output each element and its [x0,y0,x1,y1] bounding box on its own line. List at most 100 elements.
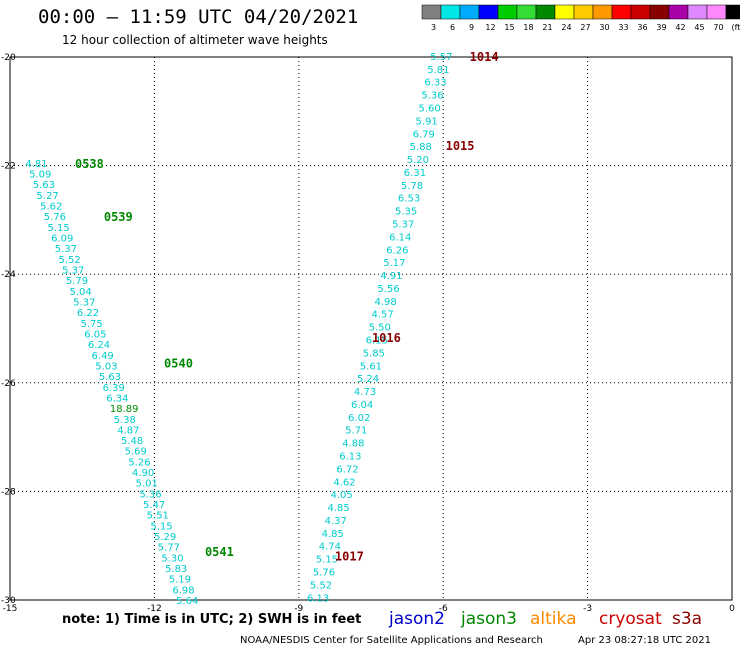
colorbar-label: 6 [450,23,455,32]
swh-value: 5.61 [360,361,382,372]
colorbar-label: (ft) [731,23,740,32]
swh-value: 5.56 [377,284,399,295]
swh-value: 4.85 [322,529,344,540]
swh-value: 5.76 [44,212,66,223]
colorbar-label: 3 [431,23,436,32]
swh-value: 4.87 [117,425,139,436]
legend-jason2: jason2 [389,609,445,629]
swh-value: 5.37 [73,297,95,308]
swh-value: 4.57 [372,310,394,321]
footer-credit: NOAA/NESDIS Center for Satellite Applica… [240,635,543,646]
swh-value: 5.37 [62,265,84,276]
swh-value: 4.74 [319,542,341,553]
colorbar-label: 39 [656,23,666,32]
colorbar-label: 9 [469,23,474,32]
chart-subtitle: 12 hour collection of altimeter wave hei… [62,33,328,47]
swh-value: 5.04 [69,287,91,298]
swh-value: 5.71 [345,426,367,437]
pass-time-label: 1014 [470,50,499,64]
swh-value: 5.27 [36,191,58,202]
swh-value: 4.91 [380,271,402,282]
swh-value: 6.15 [366,335,388,346]
swh-value: 5.36 [421,91,443,102]
pass-time-label: 0541 [205,545,234,559]
swh-value: 6.22 [77,308,99,319]
swh-value: 4.81 [25,159,47,170]
swh-value: 6.13 [307,593,329,604]
swh-value: 6.34 [106,393,128,404]
swh-value: 6.02 [348,413,370,424]
swh-value: 5.69 [125,447,147,458]
y-tick-label: -22 [1,162,16,172]
swh-value: 6.79 [413,129,435,140]
swh-value: 6.26 [386,245,408,256]
colorbar-label: 36 [637,23,647,32]
swh-value: 5.63 [99,372,121,383]
x-tick-label: -6 [439,604,448,614]
x-tick-label: -9 [294,604,303,614]
colorbar-label: 24 [561,23,571,32]
swh-value: 6.04 [351,400,373,411]
swh-value: 5.63 [33,180,55,191]
plot-frame [9,56,733,601]
y-tick-label: -30 [1,596,16,606]
swh-value: 5.37 [392,219,414,230]
swh-value: 5.24 [357,374,379,385]
pass-time-label: 1017 [335,549,364,563]
colorbar-label: 15 [504,23,514,32]
swh-value: 6.13 [339,451,361,462]
y-tick-label: -28 [1,487,16,497]
swh-value: 5.47 [143,500,165,511]
colorbar-label: 27 [580,23,590,32]
swh-value: 5.48 [121,436,143,447]
swh-value: 5.64 [176,596,198,607]
colorbar-label: 42 [675,23,685,32]
swh-value: 5.15 [150,521,172,532]
swh-value: 6.24 [88,340,110,351]
x-tick-label: -3 [583,604,592,614]
swh-value: 5.60 [418,103,440,114]
swh-value: 5.77 [158,543,180,554]
legend-cryosat: cryosat [599,609,662,629]
chart-title: 00:00 – 11:59 UTC 04/20/2021 [38,6,359,28]
swh-value: 6.05 [84,329,106,340]
swh-value: 5.62 [40,202,62,213]
swh-value: 5.03 [95,361,117,372]
swh-value: 5.38 [114,415,136,426]
swh-value: 5.37 [55,244,77,255]
swh-value: 5.78 [401,181,423,192]
swh-value: 5.51 [147,511,169,522]
swh-value: 5.75 [81,319,103,330]
colorbar-label: 70 [713,23,723,32]
swh-value: 4.37 [325,516,347,527]
swh-value: 4.98 [374,297,396,308]
swh-value: 6.98 [172,585,194,596]
colorbar-swatch [725,4,740,20]
legend-s3a: s3a [672,609,703,629]
swh-value: 5.19 [169,575,191,586]
x-tick-label: -15 [3,604,18,614]
legend-altika: altika [530,609,577,629]
pass-time-label: 1016 [372,331,401,345]
swh-value: 5.57 [430,52,452,63]
swh-value: 5.01 [136,479,158,490]
swh-value: 6.09 [51,234,73,245]
swh-value: 4.85 [328,503,350,514]
swh-value: 5.91 [416,116,438,127]
swh-value: 5.52 [58,255,80,266]
swh-value: 4.73 [354,387,376,398]
colorbar-label: 30 [599,23,609,32]
pass-time-label: 0539 [104,210,133,224]
footer-timestamp: Apr 23 08:27:18 UTC 2021 [578,635,711,646]
swh-value: 5.76 [313,568,335,579]
swh-value: 5.50 [369,323,391,334]
swh-value: 5.29 [154,532,176,543]
swh-value: 5.52 [310,580,332,591]
swh-value: 5.35 [395,207,417,218]
pass-time-label: 0538 [75,157,104,171]
swh-value: 5.81 [427,65,449,76]
swh-value: 18.89 [110,404,139,415]
swh-value: 6.49 [92,351,114,362]
